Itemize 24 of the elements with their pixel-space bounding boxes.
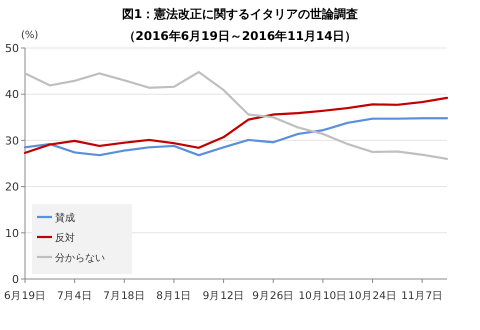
legend-label: 反対	[55, 232, 75, 244]
x-tick-label: 6月19日	[4, 290, 46, 302]
y-tick-label: 20	[5, 180, 19, 194]
line-series	[24, 117, 448, 156]
x-tick-label: 9月12日	[202, 290, 245, 302]
x-tick-label: 10月10日	[298, 290, 348, 302]
line-series	[24, 96, 448, 154]
y-tick-label: 30	[5, 134, 19, 148]
x-tick-label: 9月26日	[252, 290, 294, 302]
legend-label: 分からない	[55, 252, 105, 264]
y-tick-label: 10	[5, 226, 19, 240]
x-tick-label: 10月24日	[348, 290, 397, 302]
x-tick-label: 8月1日	[156, 290, 192, 302]
x-tick-label: 11月7日	[401, 290, 444, 302]
line-series	[24, 70, 448, 160]
y-tick-label: 0	[12, 273, 19, 286]
y-axis-title: (%)	[21, 30, 38, 41]
chart-title: 図1：憲法改正に関するイタリアの世論調査	[122, 7, 358, 21]
x-tick-label: 7月18日	[103, 290, 146, 302]
y-tick-label: 50	[5, 42, 19, 55]
legend-label: 賛成	[55, 212, 75, 224]
x-tick-label: 7月4日	[56, 290, 92, 302]
y-tick-label: 40	[5, 88, 19, 102]
chart-subtitle: （2016年6月19日～2016年11月14日）	[123, 29, 357, 43]
